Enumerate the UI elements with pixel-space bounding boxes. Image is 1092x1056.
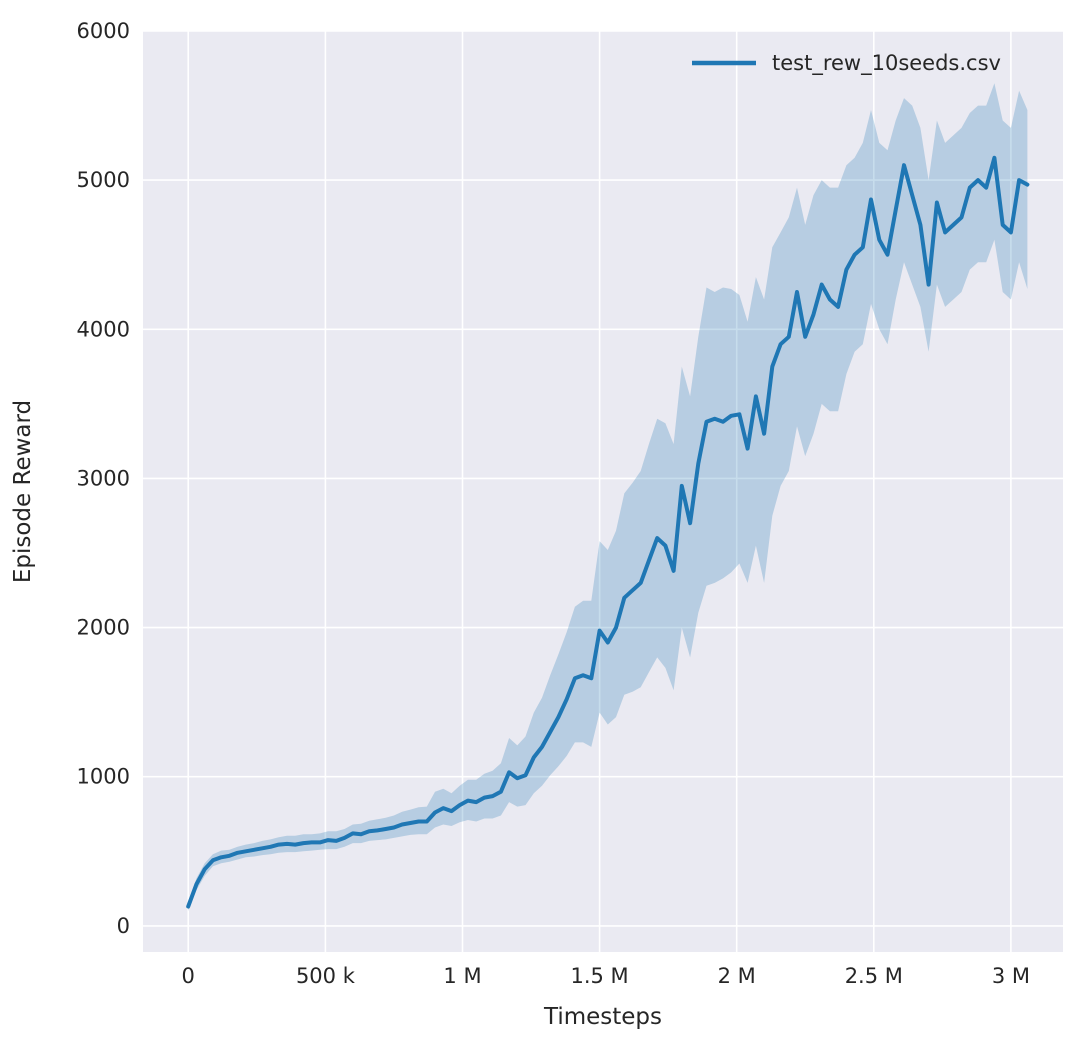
svg-text:500 k: 500 k — [296, 964, 356, 988]
svg-text:4000: 4000 — [77, 317, 130, 341]
svg-text:2.5 M: 2.5 M — [845, 964, 903, 988]
confidence-band — [188, 83, 1028, 911]
svg-text:2000: 2000 — [77, 616, 130, 640]
mean-line — [186, 155, 1030, 909]
svg-text:1.5 M: 1.5 M — [570, 964, 628, 988]
svg-text:2 M: 2 M — [718, 964, 756, 988]
svg-text:1000: 1000 — [77, 765, 130, 789]
y-tick-labels: 0 1000 2000 3000 4000 5000 6000 — [77, 19, 130, 938]
x-tick-labels: 0 500 k 1 M 1.5 M 2 M 2.5 M 3 M — [182, 964, 1030, 988]
legend-label: test_rew_10seeds.csv — [772, 51, 1001, 76]
legend: test_rew_10seeds.csv — [692, 51, 1001, 76]
svg-text:1 M: 1 M — [443, 964, 481, 988]
svg-text:3 M: 3 M — [992, 964, 1030, 988]
svg-text:0: 0 — [117, 914, 130, 938]
x-axis-label: Timesteps — [543, 1004, 662, 1030]
svg-text:6000: 6000 — [77, 19, 130, 43]
y-axis-label: Episode Reward — [10, 400, 36, 583]
gridlines — [143, 30, 1063, 952]
svg-text:3000: 3000 — [77, 466, 130, 490]
svg-text:5000: 5000 — [77, 168, 130, 192]
svg-text:0: 0 — [182, 964, 195, 988]
